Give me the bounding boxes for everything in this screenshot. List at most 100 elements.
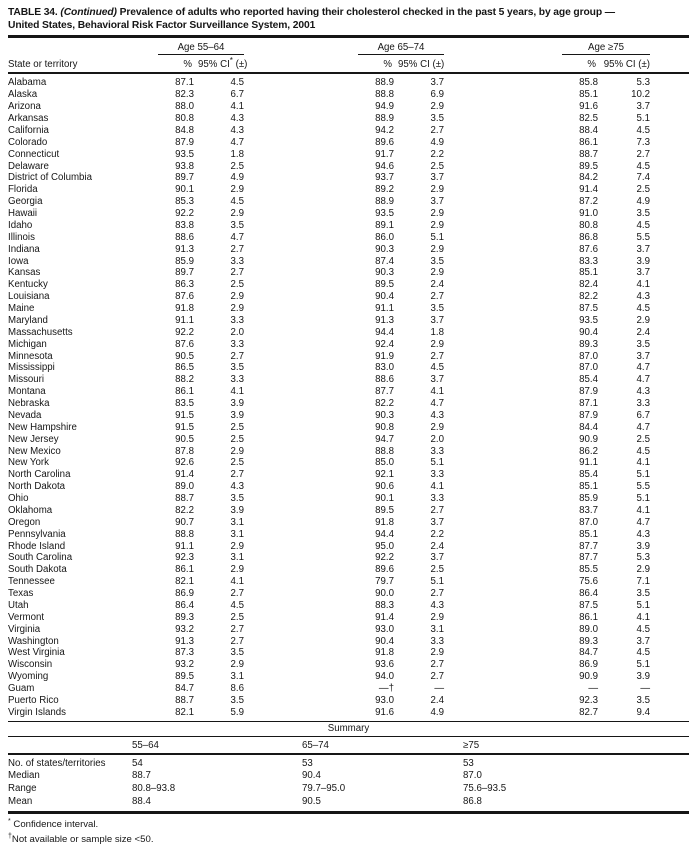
state-name: Wisconsin bbox=[8, 659, 53, 671]
table-row: Puerto Rico 88.7 3.5 93.0 2.4 92.3 3.5 bbox=[8, 695, 689, 707]
summary-label: Mean bbox=[8, 795, 33, 807]
value-cell: 2.4 bbox=[430, 279, 444, 291]
table-row: Louisiana 87.6 2.9 90.4 2.7 82.2 4.3 bbox=[8, 291, 689, 303]
value-cell: 83.0 bbox=[375, 362, 394, 374]
value-cell: 2.9 bbox=[430, 243, 444, 255]
value-cell: 4.5 bbox=[636, 303, 650, 315]
continued-label: (Continued) bbox=[60, 7, 117, 18]
spacer bbox=[444, 564, 562, 576]
state-name: Alabama bbox=[8, 77, 47, 89]
value-cell: 79.7 bbox=[375, 576, 394, 588]
value-cell: 2.2 bbox=[430, 148, 444, 160]
value-cell: 2.9 bbox=[230, 445, 244, 457]
spacer bbox=[650, 315, 689, 327]
state-name: Hawaii bbox=[8, 208, 38, 220]
spacer bbox=[444, 244, 562, 256]
spacer bbox=[244, 695, 358, 707]
spacer bbox=[650, 422, 689, 434]
value-cell: 2.0 bbox=[230, 326, 244, 338]
footnote-text: Confidence interval. bbox=[10, 819, 99, 831]
spacer bbox=[444, 149, 562, 161]
spacer bbox=[650, 73, 689, 89]
spacer bbox=[650, 244, 689, 256]
value-cell: 3.9 bbox=[636, 671, 650, 683]
spacer bbox=[444, 671, 562, 683]
table-row: District of Columbia 89.7 4.9 93.7 3.7 84.2 7.… bbox=[8, 172, 689, 184]
value-cell: 2.5 bbox=[230, 611, 244, 623]
spacer bbox=[244, 113, 358, 125]
value-cell: 95.0 bbox=[375, 540, 394, 552]
value-cell: 3.7 bbox=[430, 552, 444, 564]
col-header-ci-3: 95% CI (±) bbox=[602, 55, 650, 74]
value-cell: 4.1 bbox=[430, 481, 444, 493]
value-cell: 2.4 bbox=[430, 694, 444, 706]
spacer bbox=[244, 529, 358, 541]
value-cell: 93.0 bbox=[375, 623, 394, 635]
spacer bbox=[244, 256, 358, 268]
state-name: Wyoming bbox=[8, 671, 49, 683]
value-cell: 4.1 bbox=[230, 386, 244, 398]
value-cell: 1.8 bbox=[430, 326, 444, 338]
spacer bbox=[244, 351, 358, 363]
spacer bbox=[444, 493, 562, 505]
summary-value: 53 bbox=[463, 757, 474, 769]
value-cell: 82.4 bbox=[579, 279, 598, 291]
value-cell: 85.4 bbox=[579, 374, 598, 386]
table-row: Maine 91.8 2.9 91.1 3.5 87.5 4.5 bbox=[8, 303, 689, 315]
state-name: Maryland bbox=[8, 314, 48, 326]
spacer bbox=[650, 291, 689, 303]
state-name: Iowa bbox=[8, 255, 29, 267]
value-cell: 2.9 bbox=[430, 338, 444, 350]
state-name: Maine bbox=[8, 303, 35, 315]
spacer bbox=[650, 457, 689, 469]
summary-col-75-plus: ≥75 bbox=[463, 739, 480, 751]
value-cell: 91.3 bbox=[175, 243, 194, 255]
value-cell: —† bbox=[378, 683, 394, 695]
value-cell: 91.1 bbox=[579, 457, 598, 469]
value-cell: 90.8 bbox=[375, 421, 394, 433]
state-name: Illinois bbox=[8, 231, 35, 243]
table-row: Idaho 83.8 3.5 89.1 2.9 80.8 4.5 bbox=[8, 220, 689, 232]
spacer bbox=[650, 89, 689, 101]
spacer bbox=[444, 636, 562, 648]
table-row: Rhode Island 91.1 2.9 95.0 2.4 87.7 3.9 bbox=[8, 541, 689, 553]
spacer bbox=[650, 149, 689, 161]
value-cell: 4.9 bbox=[430, 706, 444, 718]
state-name: Colorado bbox=[8, 136, 48, 148]
table-row: New Hampshire 91.5 2.5 90.8 2.9 84.4 4.7 bbox=[8, 422, 689, 434]
value-cell: 3.1 bbox=[230, 671, 244, 683]
value-cell: 90.4 bbox=[375, 635, 394, 647]
spacer bbox=[444, 398, 562, 410]
value-cell: 4.1 bbox=[230, 576, 244, 588]
value-cell: 86.8 bbox=[579, 231, 598, 243]
summary-row: Range 80.8–93.8 79.7–95.0 75.6–93.5 bbox=[8, 783, 689, 796]
table-number-label: TABLE 34. bbox=[8, 7, 58, 18]
value-cell: 84.4 bbox=[579, 421, 598, 433]
spacer bbox=[444, 386, 562, 398]
value-cell: 4.5 bbox=[230, 77, 244, 89]
table-row: Alabama 87.1 4.5 88.9 3.7 85.8 5.3 bbox=[8, 73, 689, 89]
value-cell: 88.8 bbox=[175, 528, 194, 540]
value-cell: — bbox=[640, 683, 650, 695]
value-cell: 87.0 bbox=[579, 362, 598, 374]
value-cell: 3.5 bbox=[230, 694, 244, 706]
table-row: Maryland 91.1 3.3 91.3 3.7 93.5 2.9 bbox=[8, 315, 689, 327]
spacer bbox=[444, 588, 562, 600]
spacer bbox=[444, 434, 562, 446]
value-cell: 89.5 bbox=[175, 671, 194, 683]
table-row: New Jersey 90.5 2.5 94.7 2.0 90.9 2.5 bbox=[8, 434, 689, 446]
col-header-state: State or territory bbox=[8, 59, 78, 71]
value-cell: 3.7 bbox=[636, 243, 650, 255]
value-cell: 3.7 bbox=[430, 196, 444, 208]
value-cell: 4.3 bbox=[430, 599, 444, 611]
spacer bbox=[444, 505, 562, 517]
value-cell: 90.7 bbox=[175, 516, 194, 528]
sub-header-row: % 95% CI* (±) % 95% CI (±) % 95% CI (±) bbox=[8, 55, 689, 74]
value-cell: 3.3 bbox=[430, 469, 444, 481]
value-cell: 94.4 bbox=[375, 528, 394, 540]
value-cell: 86.2 bbox=[579, 445, 598, 457]
spacer bbox=[444, 208, 562, 220]
value-cell: 82.2 bbox=[579, 291, 598, 303]
value-cell: 2.9 bbox=[430, 267, 444, 279]
value-cell: 91.4 bbox=[175, 469, 194, 481]
